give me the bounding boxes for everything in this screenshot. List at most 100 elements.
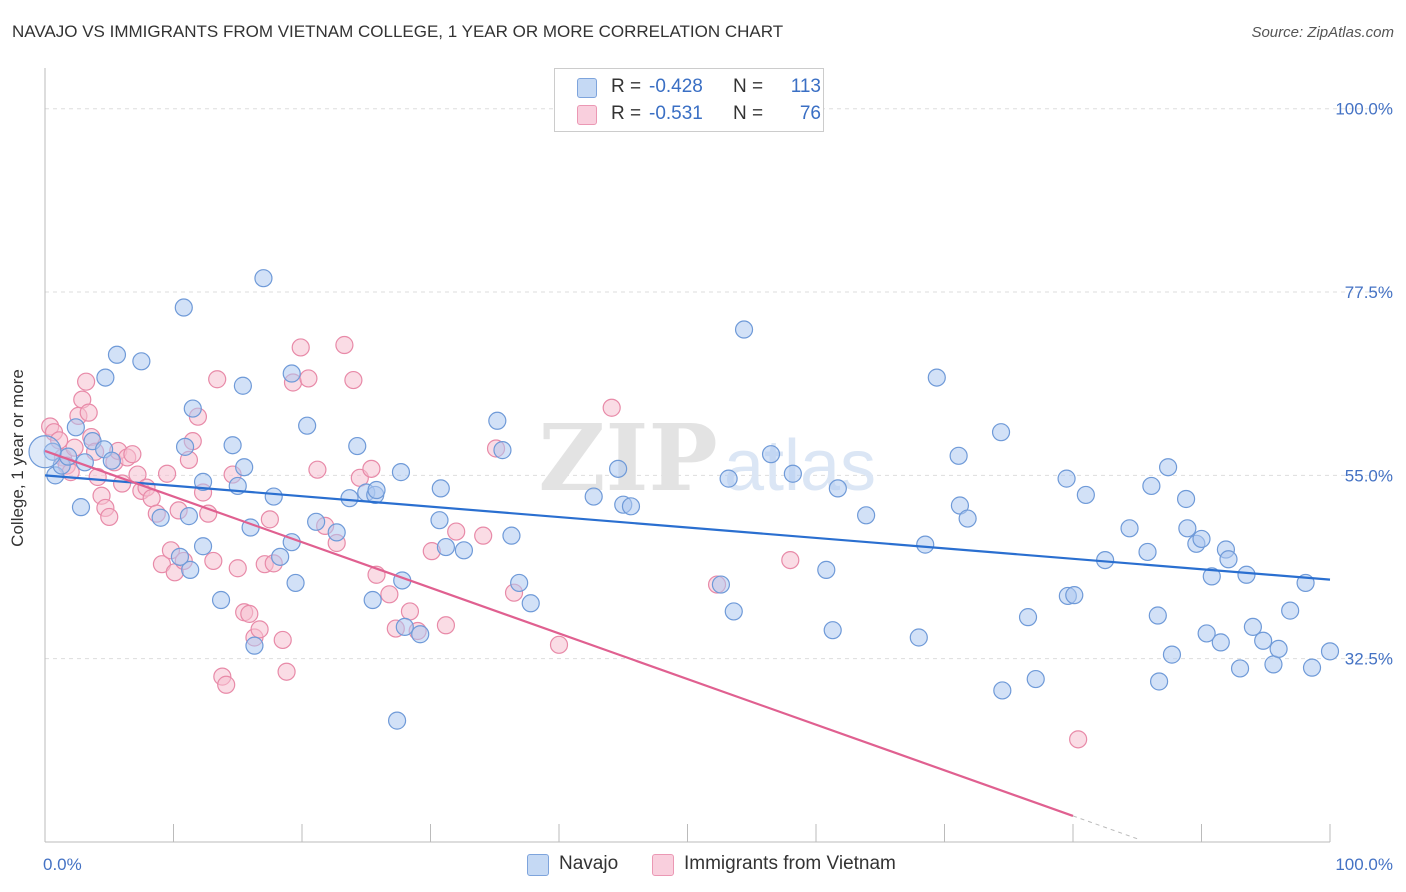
watermark-atlas: atlas [724,426,876,506]
stats-legend: R = -0.428 N = 113 R = -0.531 N = 76 [554,68,824,132]
navajo-point [958,509,977,528]
navajo-point [1076,485,1095,505]
watermark: ZIP atlas [538,404,876,512]
navajo-point [298,416,317,435]
vietnam-trend-extension [1072,815,1138,840]
legend-label: Immigrants from Vietnam [684,853,896,874]
x-tick-label: 0.0% [43,855,82,874]
navajo-point [175,437,195,456]
navajo-point [107,345,127,364]
navajo-point [181,560,200,579]
navajo-swatch [527,854,549,876]
watermark-zip: ZIP [538,404,717,512]
tick-labels: 32.5% 55.0% 77.5% 100.0% 0.0% 100.0% [43,100,1393,874]
vietnam-point [362,459,381,478]
vietnam-point [217,675,236,694]
vietnam-point [157,464,177,483]
navajo-point [1254,631,1273,650]
navajo-point [151,508,170,527]
vietnam-point [436,616,456,635]
navajo-point [431,479,450,498]
navajo-point [1018,608,1038,627]
navajo-point [132,352,151,371]
vietnam-point [602,398,621,417]
navajo-point [927,368,946,387]
navajo-point [711,575,731,594]
navajo-point [817,560,836,579]
navajo-point [1264,655,1283,674]
navajo-point [734,320,754,339]
vietnam-point [273,630,292,650]
navajo-point [436,537,456,557]
vietnam-point [308,460,327,479]
vietnam-point [344,370,363,390]
vietnam-point [299,369,318,388]
navajo-point [1202,567,1221,586]
navajo-point [719,469,738,488]
navajo-point [1057,469,1076,488]
vietnam-point [250,620,269,639]
navajo-point [1197,624,1216,643]
navajo-point [1026,669,1045,689]
vietnam-swatch [577,105,597,125]
vietnam-point [228,559,247,578]
y-tick-label: 32.5% [1345,650,1393,669]
navajo-point [993,681,1012,700]
vietnam-point [400,602,420,621]
navajo-point [391,463,411,482]
navajo-point [254,269,273,288]
navajo-point [1243,617,1263,637]
navajo-point [1120,519,1139,538]
navajo-point [828,479,847,498]
n-label: N = [733,76,764,97]
navajo-point [193,537,213,556]
vietnam-point [100,507,119,527]
navajo-point [395,617,414,637]
navajo-point [1142,476,1161,496]
vietnam-point [260,510,279,529]
navajo-point [174,298,193,317]
n-value: 113 [790,76,821,97]
vietnam-trend-line [44,449,1074,817]
r-label: R = [611,103,642,124]
navajo-point [502,526,521,545]
navajo-point [1230,659,1250,678]
navajo-point [1192,529,1211,549]
vietnam-point [277,662,296,681]
navajo-point [348,436,367,456]
trend-lines [44,449,1331,840]
y-tick-label: 100.0% [1335,100,1393,119]
navajo-point [282,364,301,383]
n-label: N = [733,103,764,124]
navajo-point [1162,645,1182,664]
navajo-swatch [577,78,597,98]
navajo-point [991,423,1011,442]
navajo-point [1176,489,1196,509]
navajo-point [493,441,512,460]
navajo-point [66,418,85,437]
legend-label: Navajo [559,853,619,874]
navajo-point [233,376,252,395]
navajo-point [430,511,449,530]
navajo-point [761,445,781,464]
navajo-point [307,512,326,531]
navajo-point [170,547,190,566]
navajo-point [584,487,603,506]
vietnam-point [447,522,466,541]
navajo-point [1219,550,1238,569]
navajo-point [245,636,264,655]
y-tick-label: 77.5% [1345,283,1393,302]
vietnam-point [204,551,223,571]
vietnam-point [77,372,96,391]
vietnam-swatch [652,854,674,876]
navajo-point [223,436,242,455]
vietnam-point [1069,730,1088,749]
navajo-point [949,446,968,465]
vietnam-point [142,489,161,508]
vietnam-point [474,526,493,545]
navajo-point [411,625,430,644]
navajo-point [1149,672,1169,691]
navajo-point [510,573,529,593]
vietnam-point [549,635,569,654]
